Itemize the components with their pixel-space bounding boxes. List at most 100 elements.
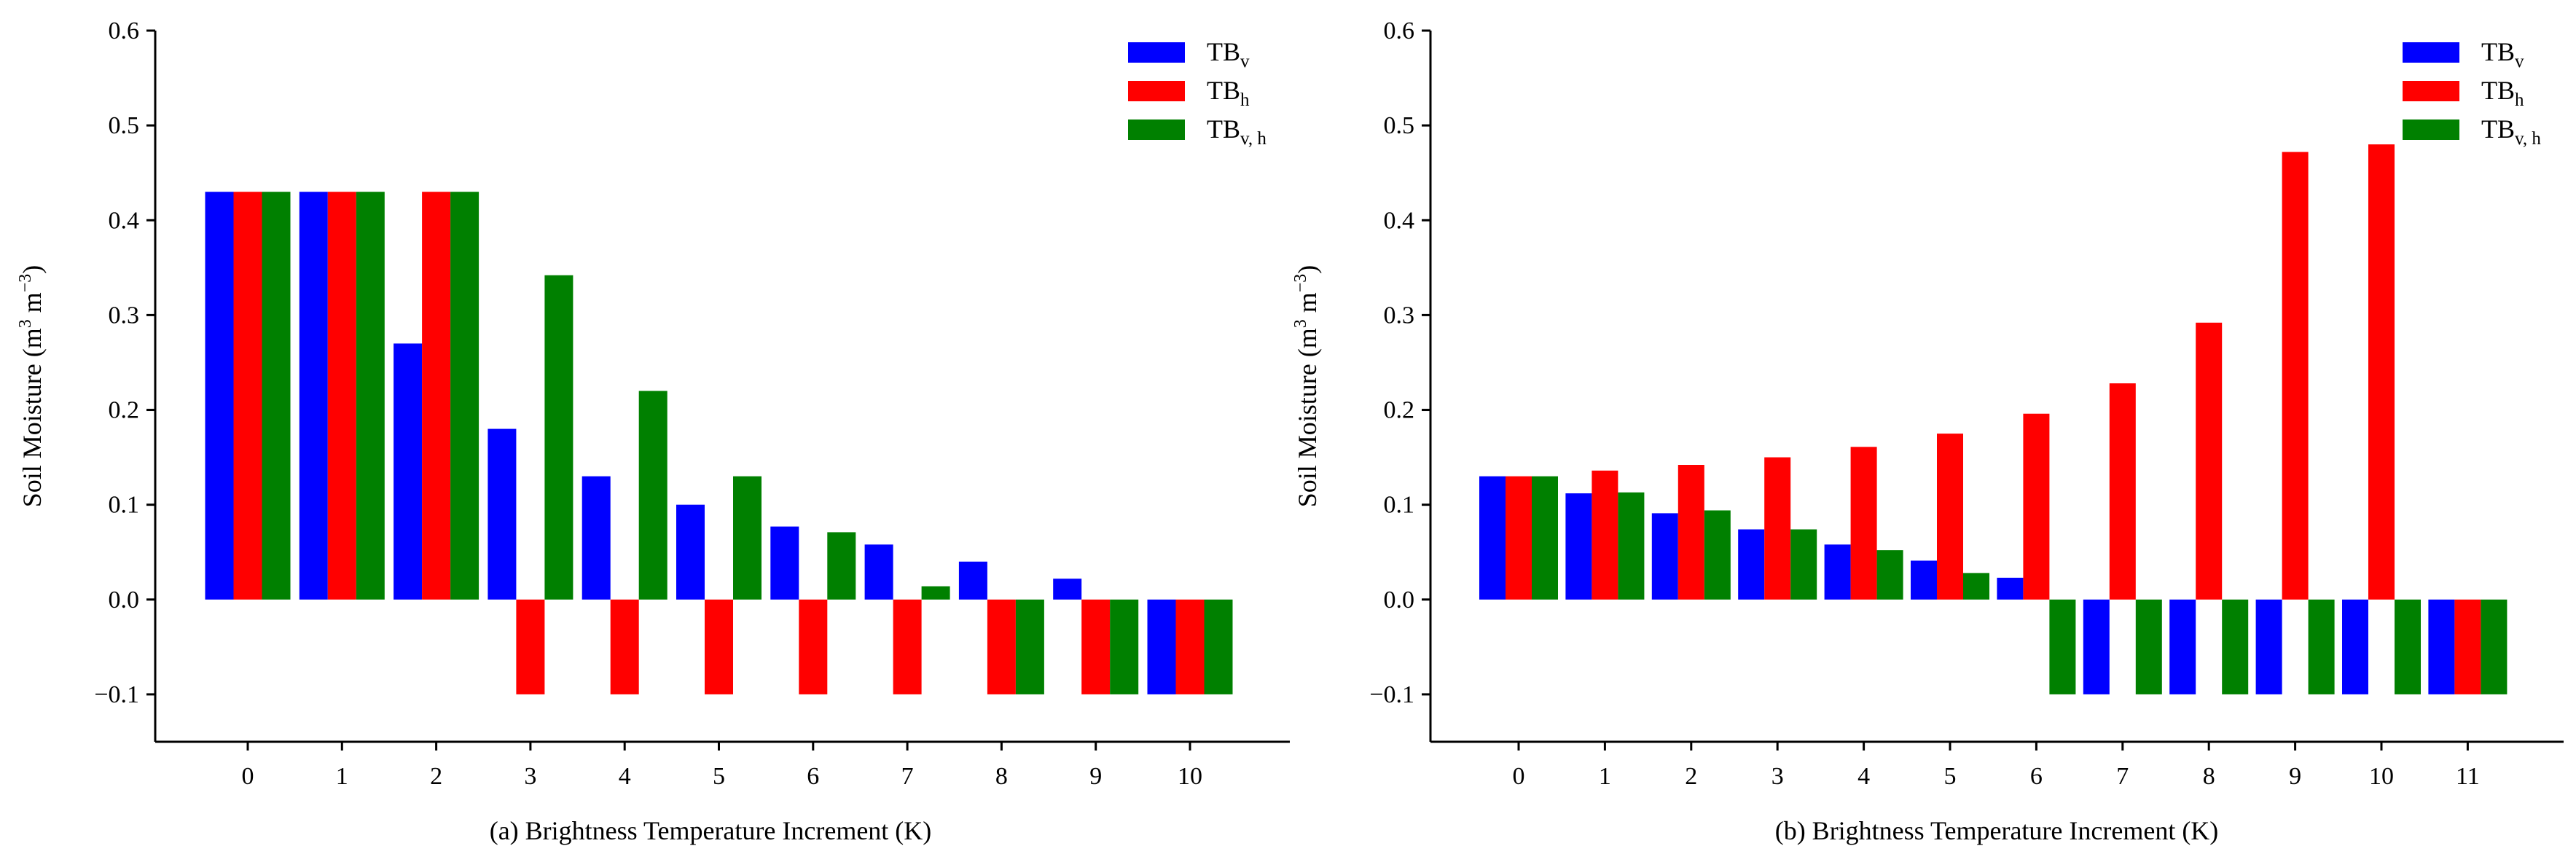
y-tick-label: 0.1	[109, 492, 140, 519]
bar-h-7	[2109, 383, 2136, 600]
bar-h-7	[893, 599, 922, 694]
x-tick-label: 3	[524, 763, 536, 790]
legend-label-h: TBh	[1207, 76, 1250, 110]
legend-label-vh: TBv, h	[1207, 114, 1267, 149]
bar-v-6	[1997, 577, 2024, 600]
legend-swatch-vh	[1128, 119, 1185, 140]
bar-vh-5	[733, 476, 762, 600]
bar-h-0	[233, 192, 262, 600]
bar-v-5	[676, 504, 705, 600]
bar-h-3	[516, 599, 545, 694]
bar-vh-0	[262, 192, 291, 600]
bar-v-6	[770, 526, 799, 600]
y-tick-label: 0.3	[1384, 302, 1415, 329]
x-tick-label: 11	[2456, 763, 2480, 790]
bar-v-4	[1824, 544, 1851, 600]
bar-v-0	[1479, 476, 1506, 600]
legend-swatch-v	[2403, 42, 2459, 63]
x-tick-label: 1	[336, 763, 348, 790]
x-tick-label: 7	[901, 763, 914, 790]
y-tick-label: 0.2	[109, 397, 140, 424]
bar-v-10	[2342, 599, 2368, 694]
bar-h-8	[2196, 322, 2223, 600]
bar-vh-7	[2135, 599, 2162, 694]
bar-v-8	[958, 561, 987, 600]
bar-h-4	[610, 599, 639, 694]
y-tick-label: 0.2	[1384, 397, 1415, 424]
bar-h-0	[1506, 476, 1532, 600]
legend-swatch-vh	[2403, 119, 2459, 140]
x-tick-label: 1	[1599, 763, 1611, 790]
x-tick-label: 6	[2030, 763, 2043, 790]
bar-v-1	[1565, 493, 1592, 600]
bar-v-8	[2169, 599, 2196, 694]
bar-h-6	[2023, 413, 2050, 600]
bar-v-7	[864, 544, 893, 600]
bar-vh-1	[1618, 492, 1645, 600]
y-tick-label: 0.1	[1384, 492, 1415, 519]
bar-vh-2	[450, 192, 479, 600]
legend: TBv TBh TBv, h	[2403, 37, 2541, 149]
legend-label-vh: TBv, h	[2481, 114, 2541, 149]
bar-v-2	[394, 343, 423, 600]
x-tick-label: 8	[2203, 763, 2215, 790]
legend-swatch-h	[1128, 81, 1185, 101]
x-tick-label: 2	[430, 763, 442, 790]
bar-v-3	[1738, 529, 1765, 600]
bar-vh-3	[544, 275, 573, 600]
bar-vh-8	[2222, 599, 2249, 694]
bar-vh-9	[1110, 599, 1139, 694]
bar-h-8	[987, 599, 1016, 694]
x-tick-label: 6	[807, 763, 819, 790]
bar-v-9	[1053, 579, 1082, 600]
chart-panel-b: −0.1 0.0 0.1 0.2 0.3 0.4 0.5 0.6 0 1 2 3 4 5 6 7 8 9 10 11 S…	[1291, 17, 2564, 845]
x-tick-label: 10	[1178, 763, 1202, 790]
x-tick-label: 5	[1944, 763, 1957, 790]
bar-v-4	[582, 476, 611, 600]
bar-vh-9	[2308, 599, 2335, 694]
y-tick-label: 0.4	[1384, 207, 1415, 234]
bar-h-9	[1081, 599, 1111, 694]
bar-h-11	[2454, 599, 2481, 694]
legend-label-h: TBh	[2481, 76, 2524, 110]
y-tick-label: 0.5	[1384, 112, 1415, 139]
y-tick-label: 0.0	[1384, 587, 1415, 614]
bar-v-7	[2083, 599, 2110, 694]
x-tick-label: 8	[995, 763, 1008, 790]
bar-h-5	[1937, 434, 1963, 600]
bar-h-2	[422, 192, 451, 600]
legend-swatch-v	[1128, 42, 1185, 63]
legend-label-v: TBv	[1207, 37, 1250, 71]
bar-h-1	[327, 192, 356, 600]
bar-h-10	[1175, 599, 1205, 694]
bar-vh-5	[1963, 573, 1989, 600]
bar-vh-1	[356, 192, 385, 600]
y-tick-label: 0.6	[1384, 17, 1415, 44]
bar-vh-10	[1204, 599, 1233, 694]
y-tick-label: 0.3	[109, 302, 140, 329]
bar-vh-6	[2049, 599, 2076, 694]
legend-swatch-h	[2403, 81, 2459, 101]
legend: TBv TBh TBv, h	[1128, 37, 1267, 149]
bar-h-2	[1677, 465, 1704, 600]
bar-v-11	[2428, 599, 2455, 694]
y-tick-label: 0.4	[109, 207, 140, 234]
y-tick-label: −0.1	[1369, 681, 1414, 708]
legend-label-v: TBv	[2481, 37, 2524, 71]
x-tick-label: 2	[1685, 763, 1697, 790]
y-axis-title: Soil Moisture (m3 m−3)	[1291, 265, 1322, 508]
bar-vh-2	[1704, 510, 1731, 600]
y-tick-label: 0.6	[109, 17, 140, 44]
bar-vh-0	[1532, 476, 1558, 600]
bar-vh-6	[827, 532, 856, 600]
bar-h-5	[705, 599, 733, 694]
bar-v-9	[2255, 599, 2282, 694]
bar-h-9	[2282, 152, 2309, 600]
panel-caption: (b) Brightness Temperature Increment (K)	[1775, 816, 2219, 845]
x-tick-label: 0	[242, 763, 254, 790]
bar-vh-4	[1876, 550, 1903, 600]
x-tick-label: 9	[2289, 763, 2301, 790]
bar-v-2	[1651, 513, 1678, 600]
bar-h-3	[1764, 457, 1791, 600]
